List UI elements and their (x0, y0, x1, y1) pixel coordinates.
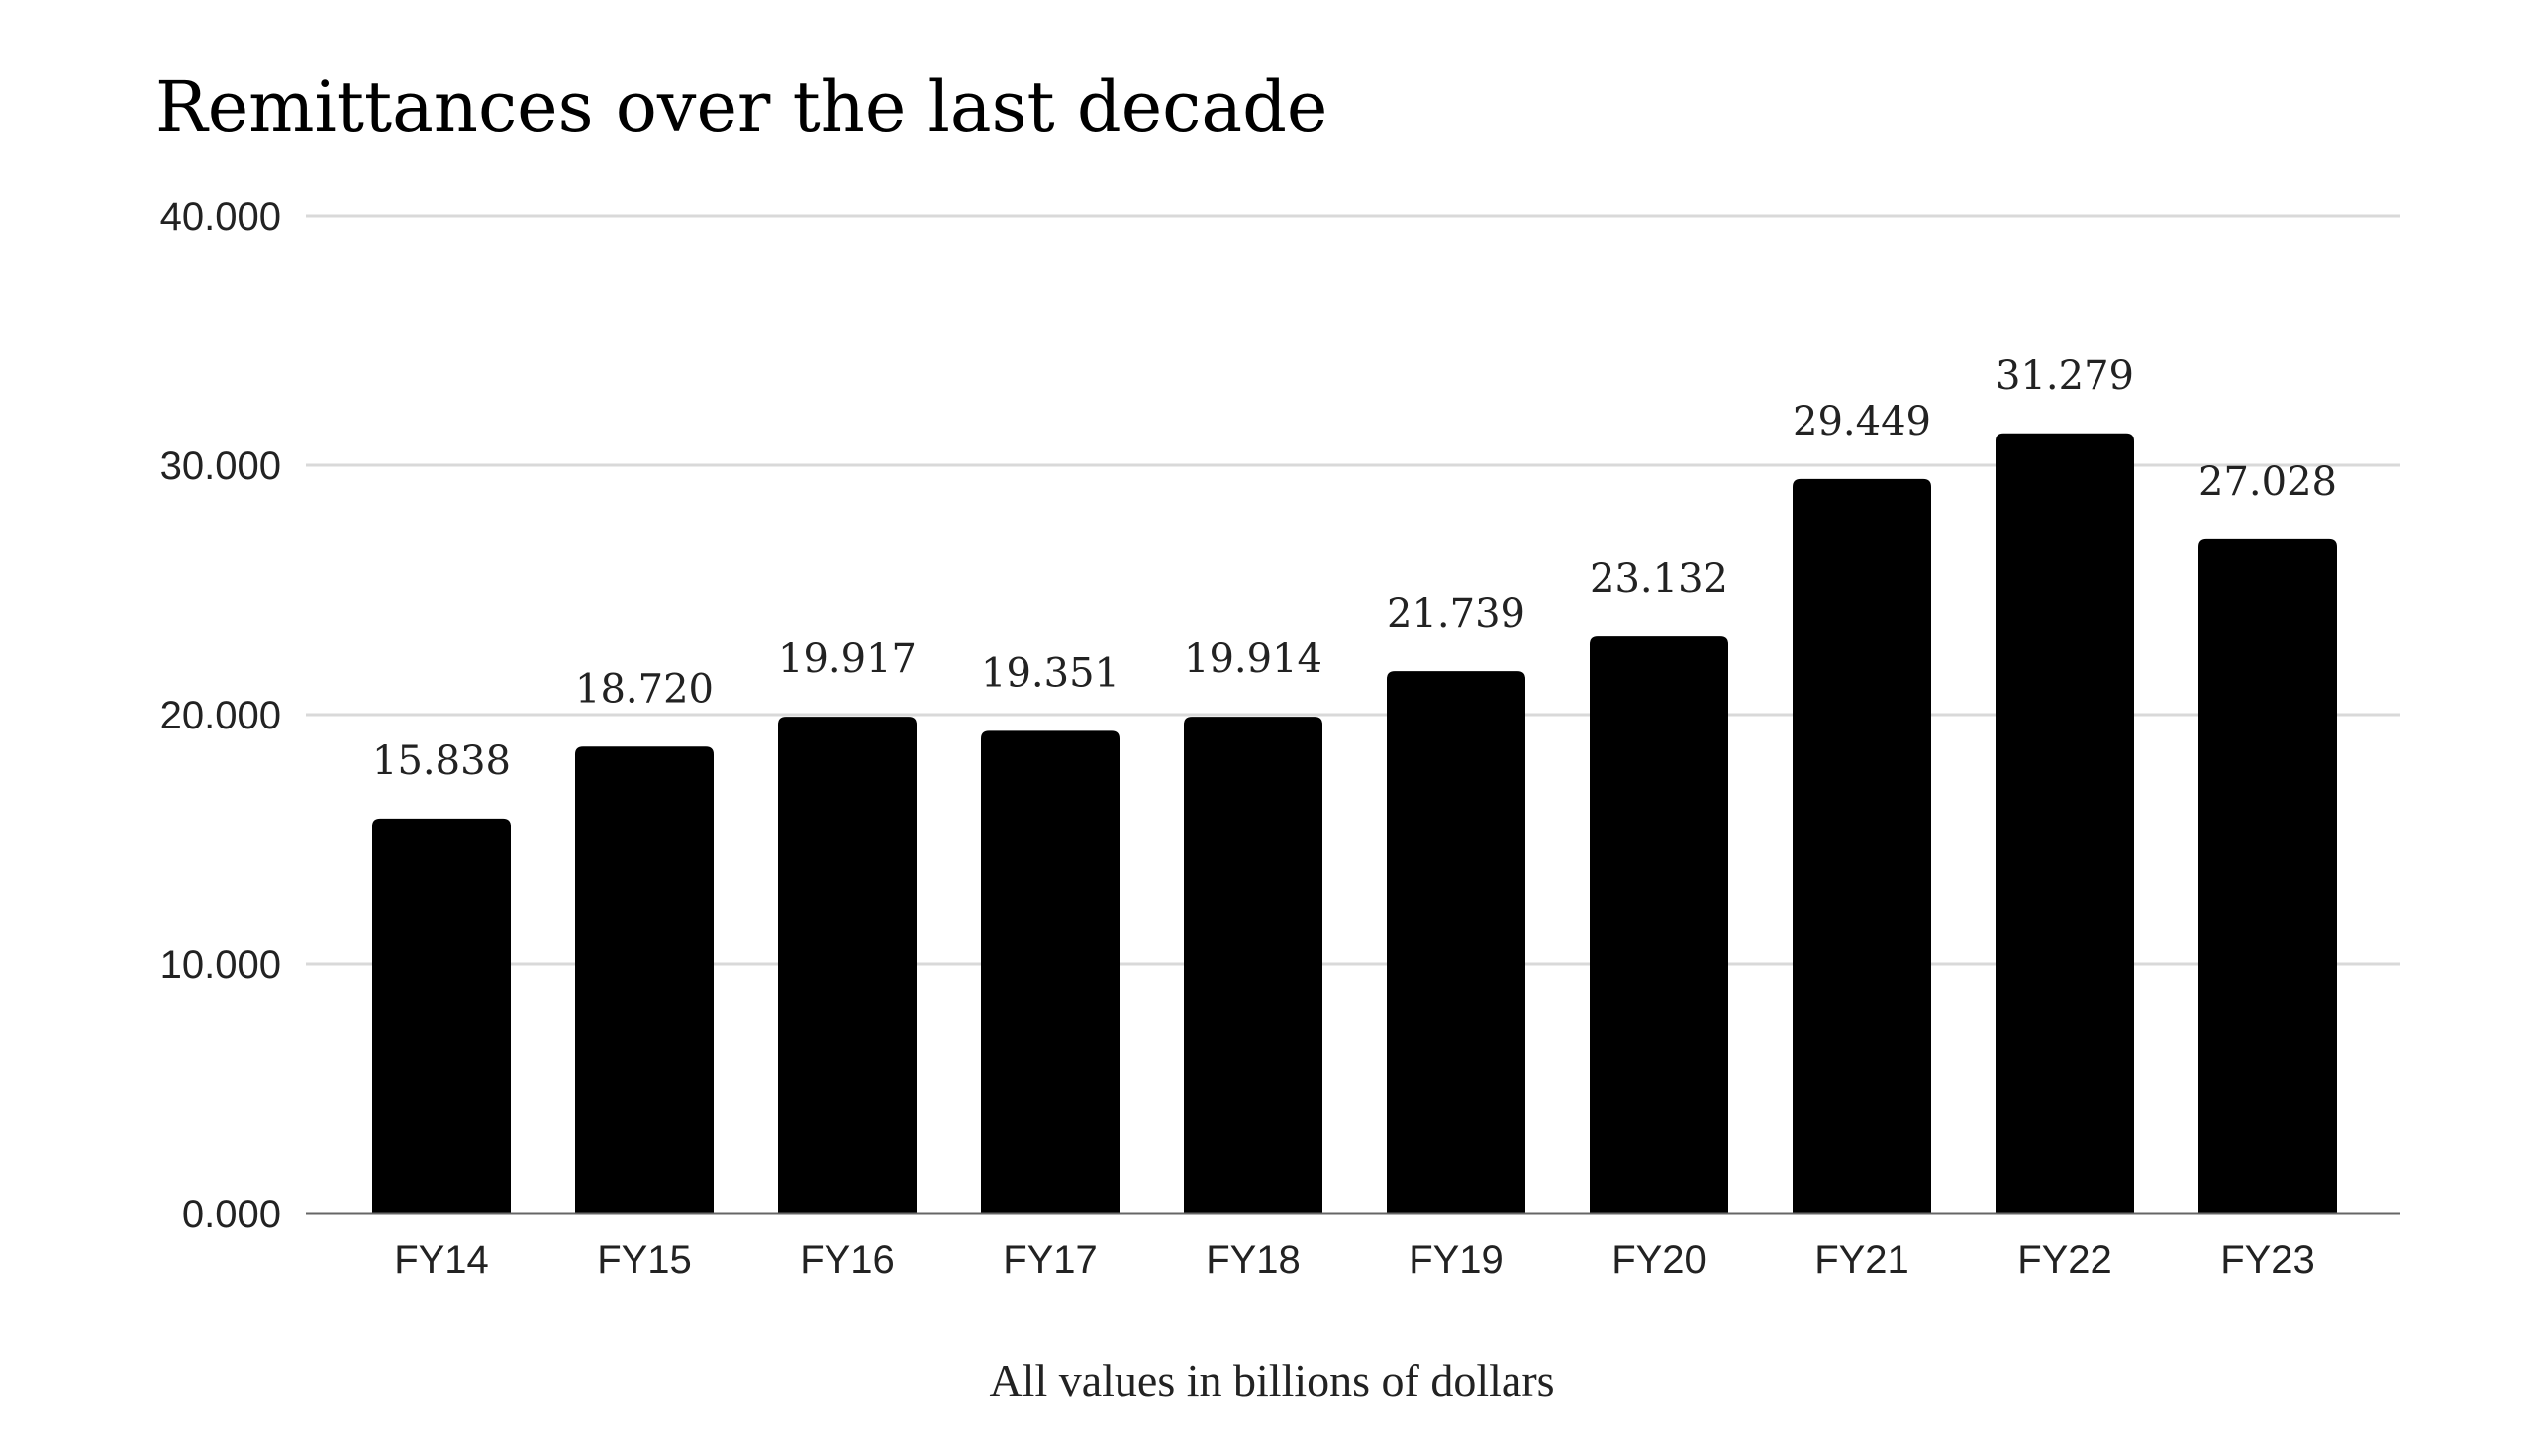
data-label: 21.739 (1387, 591, 1525, 636)
bar-fy14 (372, 818, 511, 1213)
chart-title: Remittances over the last decade (155, 66, 1327, 147)
data-label: 27.028 (2198, 459, 2337, 505)
x-tick-label: FY20 (1611, 1238, 1706, 1282)
x-tick-label: FY19 (1409, 1238, 1504, 1282)
data-label: 29.449 (1793, 399, 1931, 444)
bar-fy17 (981, 730, 1120, 1213)
y-tick-label: 10.000 (160, 943, 281, 987)
data-label: 19.914 (1184, 636, 1322, 682)
y-tick-label: 40.000 (160, 195, 281, 239)
x-tick-label: FY15 (597, 1238, 692, 1282)
data-label: 19.917 (778, 636, 917, 682)
bar-fy23 (2198, 538, 2337, 1213)
data-label: 18.720 (575, 666, 714, 712)
bar-fy15 (575, 746, 714, 1213)
x-tick-label: FY23 (2220, 1238, 2315, 1282)
data-label: 19.351 (981, 650, 1120, 696)
data-label: 23.132 (1590, 556, 1728, 602)
bar-fy20 (1590, 636, 1728, 1213)
x-axis-label: All values in billions of dollars (989, 1355, 1554, 1406)
bar-fy21 (1793, 478, 1931, 1213)
bar-fy22 (1996, 433, 2134, 1214)
x-tick-label: FY14 (394, 1238, 489, 1282)
y-tick-label: 30.000 (160, 444, 281, 488)
bar-fy18 (1184, 717, 1322, 1213)
y-tick-label: 20.000 (160, 694, 281, 737)
x-tick-label: FY16 (800, 1238, 895, 1282)
bar-fy16 (778, 717, 917, 1213)
x-tick-label: FY21 (1814, 1238, 1909, 1282)
y-tick-label: 0.000 (182, 1193, 281, 1236)
x-tick-label: FY17 (1003, 1238, 1098, 1282)
data-label: 31.279 (1996, 353, 2134, 399)
x-tick-label: FY22 (2017, 1238, 2112, 1282)
x-tick-label: FY18 (1206, 1238, 1301, 1282)
bar-fy19 (1387, 671, 1525, 1213)
data-label: 15.838 (372, 738, 511, 784)
